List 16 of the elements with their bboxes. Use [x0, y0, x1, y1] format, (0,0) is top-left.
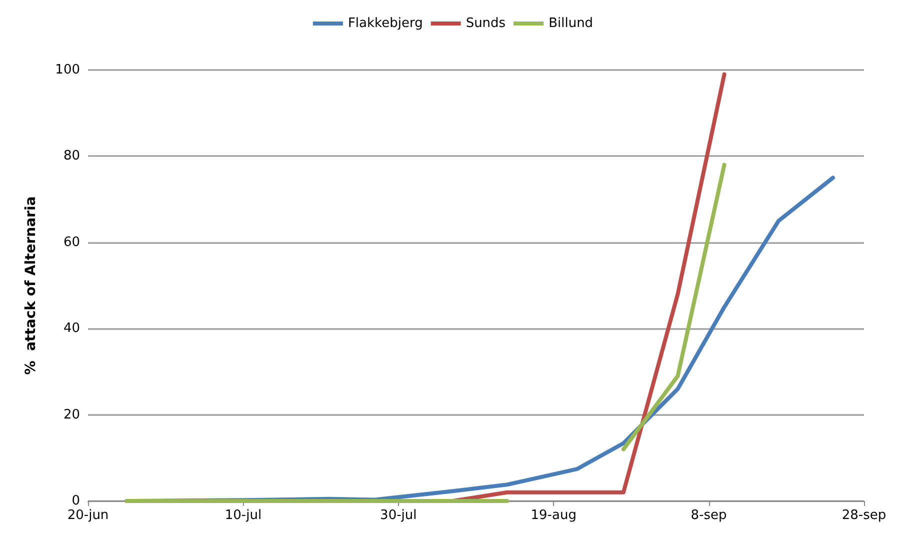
x-tick-label: 20-jun — [67, 508, 109, 523]
x-tick-label: 30-jul — [380, 508, 417, 523]
y-tick-label: 0 — [72, 494, 80, 508]
y-tick-label: 40 — [63, 321, 80, 336]
x-tick-label: 8-sep — [690, 508, 727, 523]
y-tick-label: 20 — [63, 407, 80, 422]
x-tick-label: 28-sep — [842, 508, 886, 523]
y-tick-label: 80 — [63, 148, 80, 164]
y-axis-title: % attack of Alternaria — [23, 196, 39, 375]
legend-label: Flakkebjerg — [348, 16, 423, 31]
y-tick-label: 100 — [55, 62, 80, 78]
legend-label: Billund — [548, 16, 594, 31]
legend-label: Sunds — [466, 16, 506, 31]
x-tick-label: 19-aug — [530, 508, 576, 523]
y-tick-label: 60 — [63, 234, 80, 250]
x-tick-label: 10-jul — [224, 508, 262, 523]
